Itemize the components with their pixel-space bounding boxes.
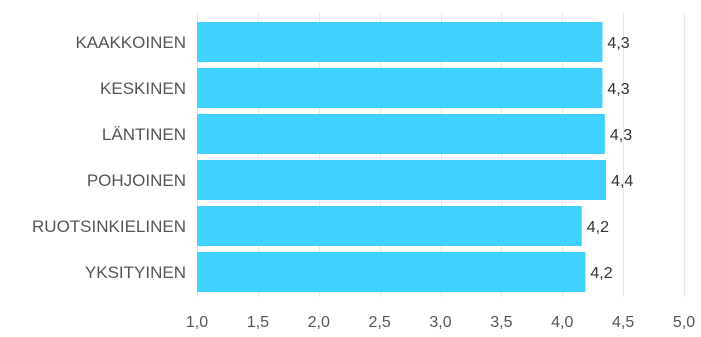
bar: [197, 206, 582, 246]
x-tick-label: 4,5: [612, 314, 634, 331]
bar: [197, 160, 607, 200]
bar: [197, 114, 605, 154]
x-tick-label: 4,0: [551, 314, 573, 331]
value-labels: 4,3 4,3 4,3 4,4 4,2 4,2: [587, 35, 634, 282]
x-tick-label: 2,5: [369, 314, 391, 331]
category-label: LÄNTINEN: [102, 125, 186, 144]
bar-value-label: 4,3: [607, 81, 629, 98]
bar-value-label: 4,4: [611, 173, 633, 190]
x-tick-label: 1,0: [186, 314, 208, 331]
category-label: RUOTSINKIELINEN: [32, 217, 186, 236]
category-label: YKSITYINEN: [85, 263, 186, 282]
category-label: KAAKKOINEN: [75, 33, 186, 52]
bar-value-label: 4,2: [587, 219, 609, 236]
x-tick-label: 2,0: [308, 314, 330, 331]
category-label: POHJOINEN: [87, 171, 186, 190]
category-labels: KAAKKOINEN KESKINEN LÄNTINEN POHJOINEN RUOTS…: [32, 33, 186, 282]
bar-value-label: 4,3: [607, 35, 629, 52]
category-label: KESKINEN: [100, 79, 186, 98]
bar-value-label: 4,2: [590, 265, 612, 282]
bar: [197, 22, 603, 62]
bar: [197, 68, 603, 108]
x-axis-tick-labels: 1,0 1,5 2,0 2,5 3,0 3,5 4,0 4,5 5,0: [186, 314, 695, 331]
x-tick-label: 3,0: [429, 314, 451, 331]
x-tick-label: 5,0: [673, 314, 695, 331]
bars: [197, 22, 607, 292]
bar-value-label: 4,3: [610, 127, 632, 144]
x-tick-label: 1,5: [247, 314, 269, 331]
x-tick-label: 3,5: [490, 314, 512, 331]
bar: [197, 252, 586, 292]
